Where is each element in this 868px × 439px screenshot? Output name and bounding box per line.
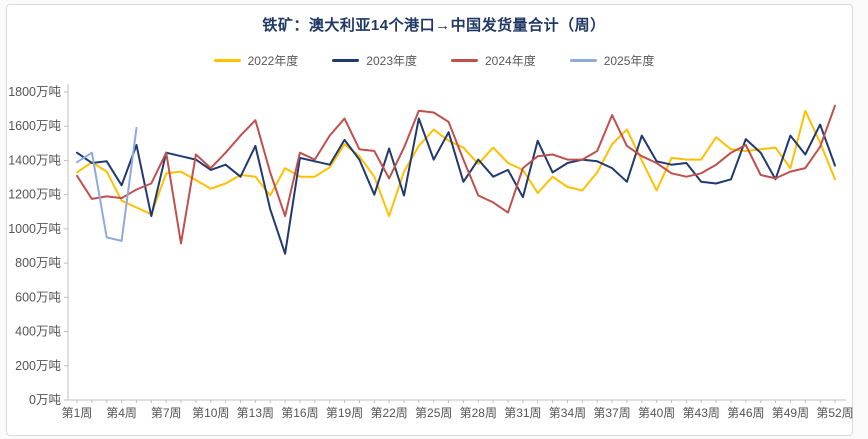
y-axis-label: 1600万吨 — [8, 119, 61, 133]
y-axis-label: 1800万吨 — [8, 85, 61, 99]
x-axis-label: 第31周 — [504, 406, 541, 420]
series-line-2022年度 — [76, 109, 836, 218]
x-axis-label: 第16周 — [281, 406, 318, 420]
y-axis-label: 400万吨 — [15, 325, 61, 339]
legend-item-2024年度: 2024年度 — [451, 52, 536, 69]
legend-label: 2025年度 — [603, 54, 655, 68]
x-axis-label: 第22周 — [370, 406, 407, 420]
x-axis-label: 第34周 — [549, 406, 586, 420]
legend-label: 2024年度 — [485, 54, 536, 68]
legend-swatch-icon — [332, 59, 360, 62]
series-line-2025年度 — [76, 126, 138, 242]
x-axis-label: 第37周 — [593, 406, 630, 420]
legend-swatch-icon — [569, 59, 597, 62]
y-axis-label: 600万吨 — [15, 290, 61, 304]
x-axis-label: 第13周 — [237, 406, 274, 420]
x-axis-label: 第19周 — [326, 406, 363, 420]
x-axis-label: 第46周 — [727, 406, 764, 420]
x-axis-label: 第10周 — [192, 406, 229, 420]
x-axis-label: 第40周 — [638, 406, 675, 420]
series-line-2024年度 — [76, 104, 836, 245]
y-axis-label: 1200万吨 — [8, 188, 61, 202]
y-axis-label: 200万吨 — [15, 359, 61, 373]
legend-item-2022年度: 2022年度 — [213, 52, 299, 69]
y-axis-label: 0万吨 — [29, 393, 61, 407]
legend-swatch-icon — [213, 59, 241, 62]
legend-label: 2022年度 — [247, 54, 299, 68]
x-axis-label: 第43周 — [683, 406, 720, 420]
legend-item-2023年度: 2023年度 — [332, 52, 417, 69]
y-axis-label: 1000万吨 — [8, 222, 61, 236]
x-axis-label: 第1周 — [62, 406, 93, 420]
x-axis-label: 第52周 — [816, 406, 853, 420]
series-line-2023年度 — [76, 117, 836, 255]
legend-swatch-icon — [451, 59, 478, 62]
x-axis-label: 第28周 — [460, 406, 497, 420]
y-axis-label: 1400万吨 — [8, 153, 61, 167]
chart-legend: 2022年度 2023年度 2024年度 2025年度 — [0, 52, 868, 69]
y-axis-label: 800万吨 — [15, 256, 61, 270]
chart-title: 铁矿：澳大利亚14个港口→中国发货量合计（周） — [262, 17, 606, 34]
x-axis-label: 第49周 — [772, 406, 809, 420]
x-axis-label: 第25周 — [415, 406, 452, 420]
legend-item-2025年度: 2025年度 — [569, 52, 655, 69]
legend-label: 2023年度 — [366, 54, 417, 68]
x-axis-label: 第7周 — [151, 406, 182, 420]
x-axis-label: 第4周 — [106, 406, 137, 420]
chart-card — [6, 4, 853, 436]
